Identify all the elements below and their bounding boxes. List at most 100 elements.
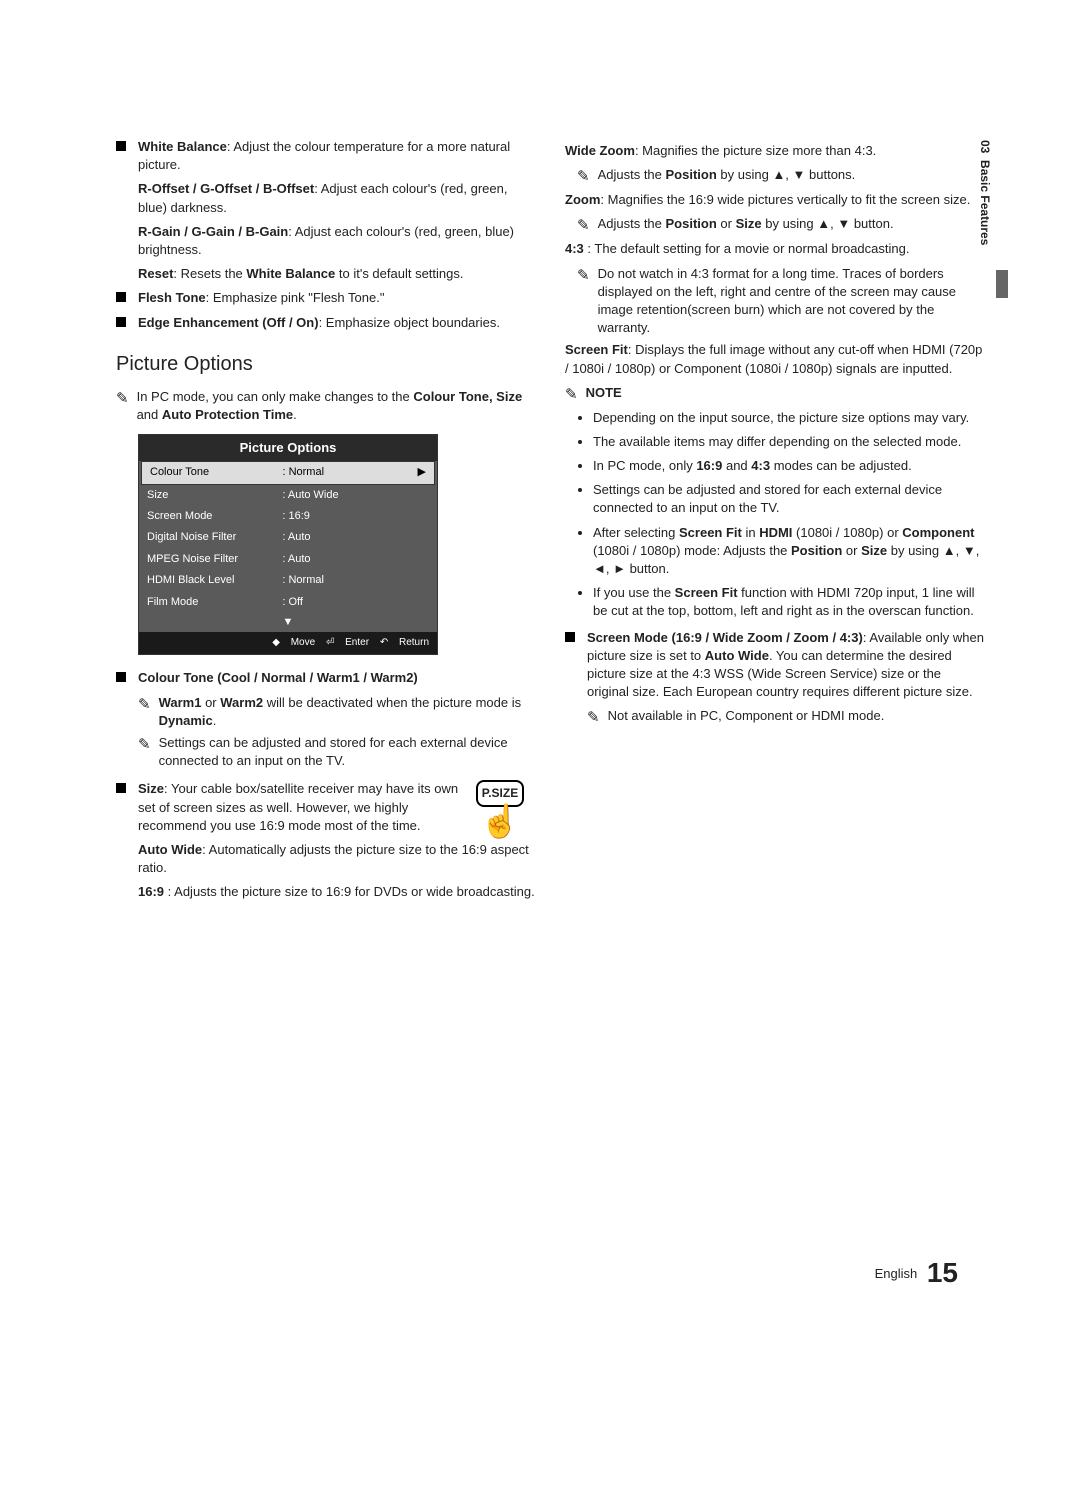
edge-item: Edge Enhancement (Off / On): Emphasize o…: [116, 314, 535, 332]
note-icon: ✎: [577, 265, 590, 338]
wide-zoom-note: ✎ Adjusts the Position by using ▲, ▼ but…: [577, 166, 984, 187]
screen-fit-label: Screen Fit: [565, 342, 628, 357]
footer-page: 15: [927, 1257, 958, 1288]
menu-row: MPEG Noise Filter: Auto: [139, 549, 437, 570]
bullet-marker: [116, 292, 126, 302]
note-icon: ✎: [587, 707, 600, 728]
n3-b1: 16:9: [696, 458, 722, 473]
pc-note-b2: Auto Protection Time: [162, 407, 293, 422]
n6-pre: If you use the: [593, 585, 675, 600]
ct-n1-b3: Dynamic: [159, 713, 213, 728]
wide-zoom-para: Wide Zoom: Magnifies the picture size mo…: [565, 142, 984, 160]
menu-row: Film Mode: Off: [139, 592, 437, 613]
right-column: Wide Zoom: Magnifies the picture size mo…: [565, 138, 984, 907]
colour-tone-n2-text: Settings can be adjusted and stored for …: [159, 734, 535, 770]
bullet-marker: [565, 632, 575, 642]
zoom-label: Zoom: [565, 192, 600, 207]
menu-move-label: Move: [291, 637, 315, 648]
n5-b4: Position: [791, 543, 842, 558]
n3-mid: and: [722, 458, 751, 473]
gain-label: R-Gain / G-Gain / B-Gain: [138, 224, 288, 239]
note-icon: ✎: [138, 734, 151, 770]
note-icon: ✎: [116, 388, 129, 424]
note-5: After selecting Screen Fit in HDMI (1080…: [593, 524, 984, 579]
page-footer: English 15: [875, 1257, 958, 1289]
hand-icon: ☝: [475, 807, 525, 836]
wz-note-pre: Adjusts the: [598, 167, 666, 182]
sixteen-nine-desc: : Adjusts the picture size to 16:9 for D…: [164, 884, 535, 899]
menu-row-value: : Normal: [282, 465, 417, 480]
n5-b5: Size: [861, 543, 887, 558]
edge-desc: : Emphasize object boundaries.: [319, 315, 500, 330]
menu-return: ↶ Return: [380, 637, 429, 648]
n3-pre: In PC mode, only: [593, 458, 696, 473]
ct-n1-b2: Warm2: [220, 695, 263, 710]
note-1: Depending on the input source, the pictu…: [593, 409, 984, 427]
left-column: White Balance: Adjust the colour tempera…: [116, 138, 535, 907]
white-balance-item: White Balance: Adjust the colour tempera…: [116, 138, 535, 174]
offset-para: R-Offset / G-Offset / B-Offset: Adjust e…: [138, 180, 535, 216]
screen-mode-note-text: Not available in PC, Component or HDMI m…: [608, 707, 885, 728]
n6-b: Screen Fit: [675, 585, 738, 600]
menu-move: ◆ Move: [272, 637, 315, 648]
z-note-pre: Adjusts the: [598, 216, 666, 231]
colour-tone-item: Colour Tone (Cool / Normal / Warm1 / War…: [116, 669, 535, 687]
n5-b1: Screen Fit: [679, 525, 742, 540]
wide-zoom-label: Wide Zoom: [565, 143, 635, 158]
ct-n1-b1: Warm1: [159, 695, 202, 710]
n3-post: modes can be adjusted.: [770, 458, 912, 473]
bullet-marker: [116, 672, 126, 682]
flesh-tone-item: Flesh Tone: Emphasize pink "Flesh Tone.": [116, 289, 535, 307]
auto-wide-label: Auto Wide: [138, 842, 202, 857]
z-note-b2: Size: [736, 216, 762, 231]
auto-wide-para: Auto Wide: Automatically adjusts the pic…: [138, 841, 535, 877]
menu-row-value: : Off: [282, 595, 429, 610]
menu-row-label: Screen Mode: [147, 509, 282, 524]
screen-mode-title: Screen Mode (16:9 / Wide Zoom / Zoom / 4…: [587, 630, 863, 645]
menu-row-value: : Normal: [282, 573, 429, 588]
n5-mid1: in: [742, 525, 759, 540]
offset-label: R-Offset / G-Offset / B-Offset: [138, 181, 314, 196]
z-note-b1: Position: [666, 216, 717, 231]
n5-mid3: (1080i / 1080p) mode: Adjusts the: [593, 543, 791, 558]
picture-options-menu: Picture Options Colour Tone: Normal▶Size…: [138, 434, 438, 655]
menu-title: Picture Options: [139, 435, 437, 461]
wz-note-b: Position: [666, 167, 717, 182]
z-note-mid: or: [717, 216, 736, 231]
zoom-note: ✎ Adjusts the Position or Size by using …: [577, 215, 984, 236]
menu-row-label: Digital Noise Filter: [147, 530, 282, 545]
menu-row-value: : Auto Wide: [282, 488, 429, 503]
pc-note-pre: In PC mode, you can only make changes to…: [137, 389, 414, 404]
menu-row: HDMI Black Level: Normal: [139, 570, 437, 591]
section-title: Basic Features: [978, 160, 992, 245]
menu-return-label: Return: [399, 637, 429, 648]
bullet-marker: [116, 141, 126, 151]
size-item: Size: Your cable box/satellite receiver …: [116, 780, 535, 835]
colour-tone-note1: ✎ Warm1 or Warm2 will be deactivated whe…: [138, 694, 535, 730]
zoom-desc: : Magnifies the 16:9 wide pictures verti…: [600, 192, 970, 207]
menu-scroll-down-icon: ▼: [139, 613, 437, 632]
four-three-desc: : The default setting for a movie or nor…: [584, 241, 910, 256]
psize-graphic: P.SIZE ☝: [475, 780, 525, 836]
menu-row: Size: Auto Wide: [139, 485, 437, 506]
ct-n1-mid: or: [201, 695, 220, 710]
n3-b2: 4:3: [751, 458, 770, 473]
wz-note-post: by using ▲, ▼ buttons.: [717, 167, 855, 182]
side-tab: 03 Basic Features: [978, 140, 992, 245]
n5-b3: Component: [902, 525, 974, 540]
section-number: 03: [978, 140, 992, 153]
four-three-para: 4:3 : The default setting for a movie or…: [565, 240, 984, 258]
gain-para: R-Gain / G-Gain / B-Gain: Adjust each co…: [138, 223, 535, 259]
size-desc: : Your cable box/satellite receiver may …: [138, 781, 458, 832]
menu-row-value: : Auto: [282, 552, 429, 567]
ct-n1-post2: .: [213, 713, 217, 728]
z-note-post: by using ▲, ▼ button.: [762, 216, 894, 231]
note-list: Depending on the input source, the pictu…: [593, 409, 984, 621]
reset-para: Reset: Resets the White Balance to it's …: [138, 265, 535, 283]
pc-note-b1: Colour Tone, Size: [413, 389, 522, 404]
note-3: In PC mode, only 16:9 and 4:3 modes can …: [593, 457, 984, 475]
menu-row-value: : 16:9: [282, 509, 429, 524]
ct-n1-post: will be deactivated when the picture mod…: [263, 695, 521, 710]
chevron-right-icon: ▶: [418, 465, 426, 480]
pc-note-mid: and: [137, 407, 162, 422]
